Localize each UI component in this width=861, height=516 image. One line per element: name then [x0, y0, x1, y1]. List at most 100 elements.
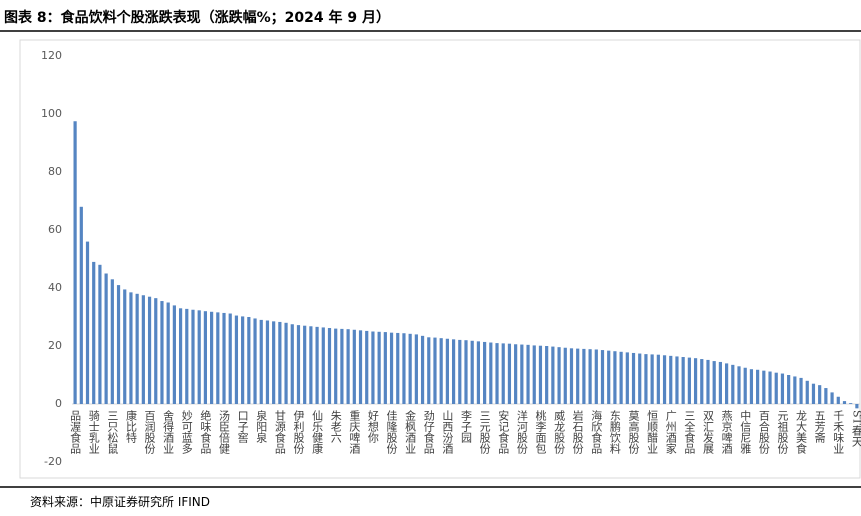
- bar: [824, 388, 828, 404]
- bar: [377, 331, 381, 404]
- bar: [185, 308, 189, 404]
- bar: [737, 366, 741, 404]
- bar: [402, 333, 406, 404]
- bar: [855, 404, 859, 409]
- chart-frame: [19, 39, 861, 479]
- y-tick-label: 20: [48, 339, 62, 352]
- bar: [650, 354, 654, 404]
- x-tick-label: 东鹏饮料: [608, 410, 621, 455]
- bar: [576, 348, 580, 404]
- bar: [272, 321, 276, 404]
- x-tick-label: 李子园: [460, 409, 473, 444]
- bar: [514, 344, 518, 404]
- x-tick-label: 威龙股份: [553, 410, 566, 455]
- bar: [594, 349, 598, 404]
- x-tick-label: 千禾味业: [832, 410, 845, 454]
- bar: [321, 327, 325, 404]
- bar: [830, 392, 834, 404]
- bar: [799, 377, 803, 404]
- bar: [811, 383, 816, 404]
- x-tick-label: 海欣食品: [590, 409, 603, 454]
- bar: [216, 312, 220, 404]
- bar: [433, 337, 437, 404]
- bar: [191, 309, 195, 404]
- x-tick-label: 广州酒家: [664, 410, 677, 454]
- bar: [278, 321, 282, 404]
- bar: [557, 347, 561, 404]
- x-tick-label: 百合股份: [757, 410, 770, 455]
- bar: [842, 401, 847, 404]
- bar: [247, 317, 251, 404]
- bar: [116, 285, 121, 404]
- bar: [265, 320, 270, 404]
- x-tick-label: 洋河股份: [515, 409, 528, 455]
- x-tick-label: 中信尼雅: [739, 410, 752, 454]
- bar: [85, 241, 90, 404]
- x-tick-label: 三只松鼠: [106, 410, 119, 454]
- bar: [172, 305, 176, 404]
- x-tick-label: 三元股份: [478, 410, 491, 455]
- y-tick-label: 80: [48, 165, 62, 178]
- y-tick-label: 100: [41, 107, 62, 120]
- x-tick-label: 龙大美食: [795, 410, 808, 455]
- bar: [178, 308, 183, 404]
- bar: [693, 358, 698, 404]
- bar: [569, 348, 574, 404]
- bar: [259, 319, 263, 404]
- bar: [495, 343, 499, 404]
- bar: [408, 333, 412, 404]
- bar: [389, 332, 394, 404]
- bar: [154, 298, 158, 404]
- bar: [780, 373, 785, 404]
- x-tick-label: 桃李面包: [534, 409, 547, 454]
- bar: [303, 325, 307, 404]
- bar: [371, 331, 375, 404]
- bar: [340, 328, 344, 404]
- y-tick-label: 0: [55, 397, 62, 410]
- x-tick-label: 安记食品: [497, 409, 510, 454]
- bar: [836, 396, 840, 404]
- y-tick-label: 40: [48, 281, 62, 294]
- x-tick-label: 康比特: [124, 409, 137, 443]
- x-tick-label: 五芳斋: [813, 410, 826, 444]
- bar: [489, 342, 493, 404]
- x-tick-label: 山西汾酒: [441, 410, 454, 455]
- x-tick-label: 金枫酒业: [404, 409, 417, 454]
- x-tick-label: 伊利股份: [292, 410, 305, 455]
- bar: [756, 369, 760, 404]
- bar: [600, 350, 605, 404]
- x-tick-label: 好想你: [366, 409, 379, 443]
- bar: [563, 347, 567, 404]
- bar: [79, 206, 83, 404]
- bar: [470, 340, 474, 404]
- bar: [123, 289, 127, 404]
- x-tick-label: 泉阳泉: [255, 409, 268, 443]
- bar: [445, 338, 449, 404]
- x-tick-label: 百润股份: [143, 410, 156, 455]
- bar: [414, 334, 418, 404]
- bar: [427, 337, 431, 404]
- bar: [309, 326, 313, 404]
- bar: [700, 359, 704, 404]
- bar: [793, 376, 797, 404]
- bar: [545, 346, 549, 404]
- bar: [104, 273, 108, 404]
- bar: [135, 293, 139, 404]
- bar: [451, 339, 456, 404]
- x-tick-label: 舍得酒业: [162, 409, 175, 454]
- x-tick-label: 汤臣倍健: [218, 409, 231, 454]
- bar: [743, 367, 747, 404]
- bar: [787, 375, 791, 404]
- y-tick-label: -20: [44, 455, 62, 468]
- bar: [253, 318, 257, 404]
- bar: [420, 335, 425, 404]
- bar: [166, 302, 170, 404]
- bar: [129, 292, 133, 404]
- bar: [706, 359, 710, 404]
- bar: [365, 330, 369, 404]
- bar: [687, 357, 691, 404]
- x-tick-label: 双汇发展: [701, 410, 714, 455]
- bar: [774, 372, 778, 404]
- x-tick-label: 元祖股份: [776, 410, 789, 455]
- bar: [228, 313, 232, 404]
